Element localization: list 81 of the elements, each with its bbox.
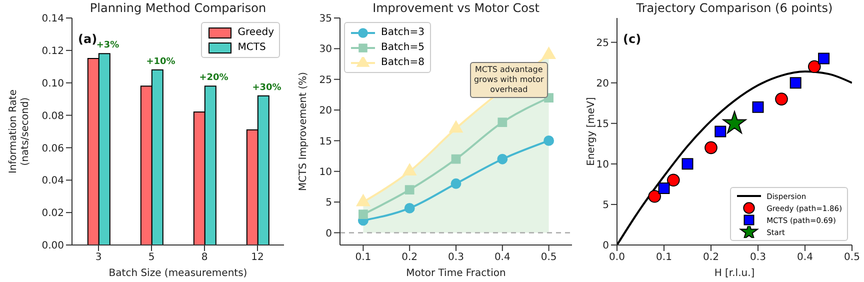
x-tick-label: 12 bbox=[251, 252, 264, 264]
x-tick-label: 0.4 bbox=[797, 252, 813, 264]
point bbox=[404, 202, 415, 214]
point bbox=[714, 126, 726, 138]
y-tick-label: 5 bbox=[326, 198, 332, 209]
x-tick-label: 0.1 bbox=[355, 252, 372, 264]
x-axis-title: H [r.l.u.] bbox=[714, 268, 755, 279]
point bbox=[648, 190, 662, 203]
point bbox=[450, 178, 462, 189]
y-tick-label: 0.10 bbox=[42, 78, 64, 90]
y-tick-label: 0.02 bbox=[42, 208, 64, 220]
point bbox=[402, 164, 416, 176]
y-tick-label: 20 bbox=[596, 78, 609, 90]
annotation: +3% bbox=[96, 40, 120, 51]
legend-label: Batch=8 bbox=[381, 56, 424, 70]
legend-label: MCTS bbox=[238, 41, 266, 55]
point bbox=[404, 185, 414, 194]
y-tick-label: 10 bbox=[596, 159, 609, 170]
x-tick-label: 0.2 bbox=[703, 252, 719, 264]
point bbox=[775, 92, 788, 106]
point bbox=[666, 174, 680, 187]
point bbox=[722, 110, 746, 134]
x-tick-label: 3 bbox=[95, 252, 102, 264]
y-tick-label: 15 bbox=[596, 118, 609, 130]
point bbox=[704, 141, 718, 154]
point bbox=[358, 210, 368, 220]
y-tick-label: 0.06 bbox=[42, 143, 64, 154]
point bbox=[752, 101, 764, 113]
y-tick-label: 25 bbox=[319, 74, 332, 86]
point bbox=[542, 46, 556, 59]
y-tick-label: 0.14 bbox=[42, 14, 64, 25]
point bbox=[451, 154, 461, 164]
x-tick-label: 0.5 bbox=[540, 252, 557, 264]
y-tick-label: 30 bbox=[319, 44, 332, 56]
x-tick-label: 0.4 bbox=[494, 252, 510, 264]
annotation: +20% bbox=[199, 73, 228, 84]
legend-label: Batch=3 bbox=[381, 26, 424, 40]
annotation: MCTS advantage grows with motor overhead bbox=[470, 62, 548, 98]
x-tick-label: 0.0 bbox=[609, 252, 625, 264]
point bbox=[818, 52, 830, 64]
point bbox=[497, 154, 508, 164]
x-tick-label: 0.1 bbox=[656, 252, 672, 264]
annotation: (c) bbox=[623, 32, 642, 46]
y-tick-label: 0 bbox=[326, 228, 332, 240]
y-tick-label: 20 bbox=[319, 106, 332, 117]
y-tick-label: 15 bbox=[319, 136, 332, 148]
chart-title: Improvement vs Motor Cost bbox=[372, 1, 540, 15]
legend-label: Batch=5 bbox=[381, 41, 424, 55]
x-tick-label: 8 bbox=[201, 252, 208, 264]
point bbox=[808, 60, 821, 74]
y-tick-label: 25 bbox=[596, 38, 609, 49]
x-tick-label: 0.3 bbox=[448, 252, 464, 264]
y-tick-label: 0.00 bbox=[42, 240, 64, 252]
x-axis-title: Motor Time Fraction bbox=[406, 268, 506, 279]
y-tick-label: 0 bbox=[602, 240, 609, 252]
point bbox=[449, 120, 463, 133]
chart-title: Planning Method Comparison bbox=[88, 1, 268, 15]
point bbox=[682, 158, 694, 170]
y-axis-title: Energy [meV] bbox=[586, 97, 597, 166]
x-tick-label: 0.2 bbox=[402, 252, 418, 264]
y-tick-label: 35 bbox=[319, 14, 332, 25]
point bbox=[544, 135, 554, 146]
x-tick-label: 0.3 bbox=[750, 252, 766, 264]
x-tick-label: 5 bbox=[148, 252, 155, 264]
point bbox=[498, 118, 508, 127]
annotation: +30% bbox=[252, 82, 282, 93]
x-axis-title: Batch Size (measurements) bbox=[108, 268, 248, 279]
point bbox=[658, 182, 670, 194]
annotation: +10% bbox=[146, 56, 176, 67]
legend-label: Greedy bbox=[238, 26, 274, 40]
y-tick-label: 0.08 bbox=[42, 110, 64, 122]
y-tick-label: 0.04 bbox=[42, 176, 64, 187]
y-axis-title: Information Rate (nats/second) bbox=[8, 90, 31, 174]
x-tick-label: 0.5 bbox=[844, 252, 860, 264]
y-axis-title: MCTS Improvement (%) bbox=[298, 72, 309, 191]
y-tick-label: 10 bbox=[319, 166, 332, 178]
annotation: (a) bbox=[78, 32, 98, 46]
chart-title: Trajectory Comparison (6 points) bbox=[635, 1, 834, 15]
y-tick-label: 0.12 bbox=[42, 46, 64, 57]
point bbox=[790, 77, 802, 89]
y-tick-label: 5 bbox=[602, 200, 609, 212]
